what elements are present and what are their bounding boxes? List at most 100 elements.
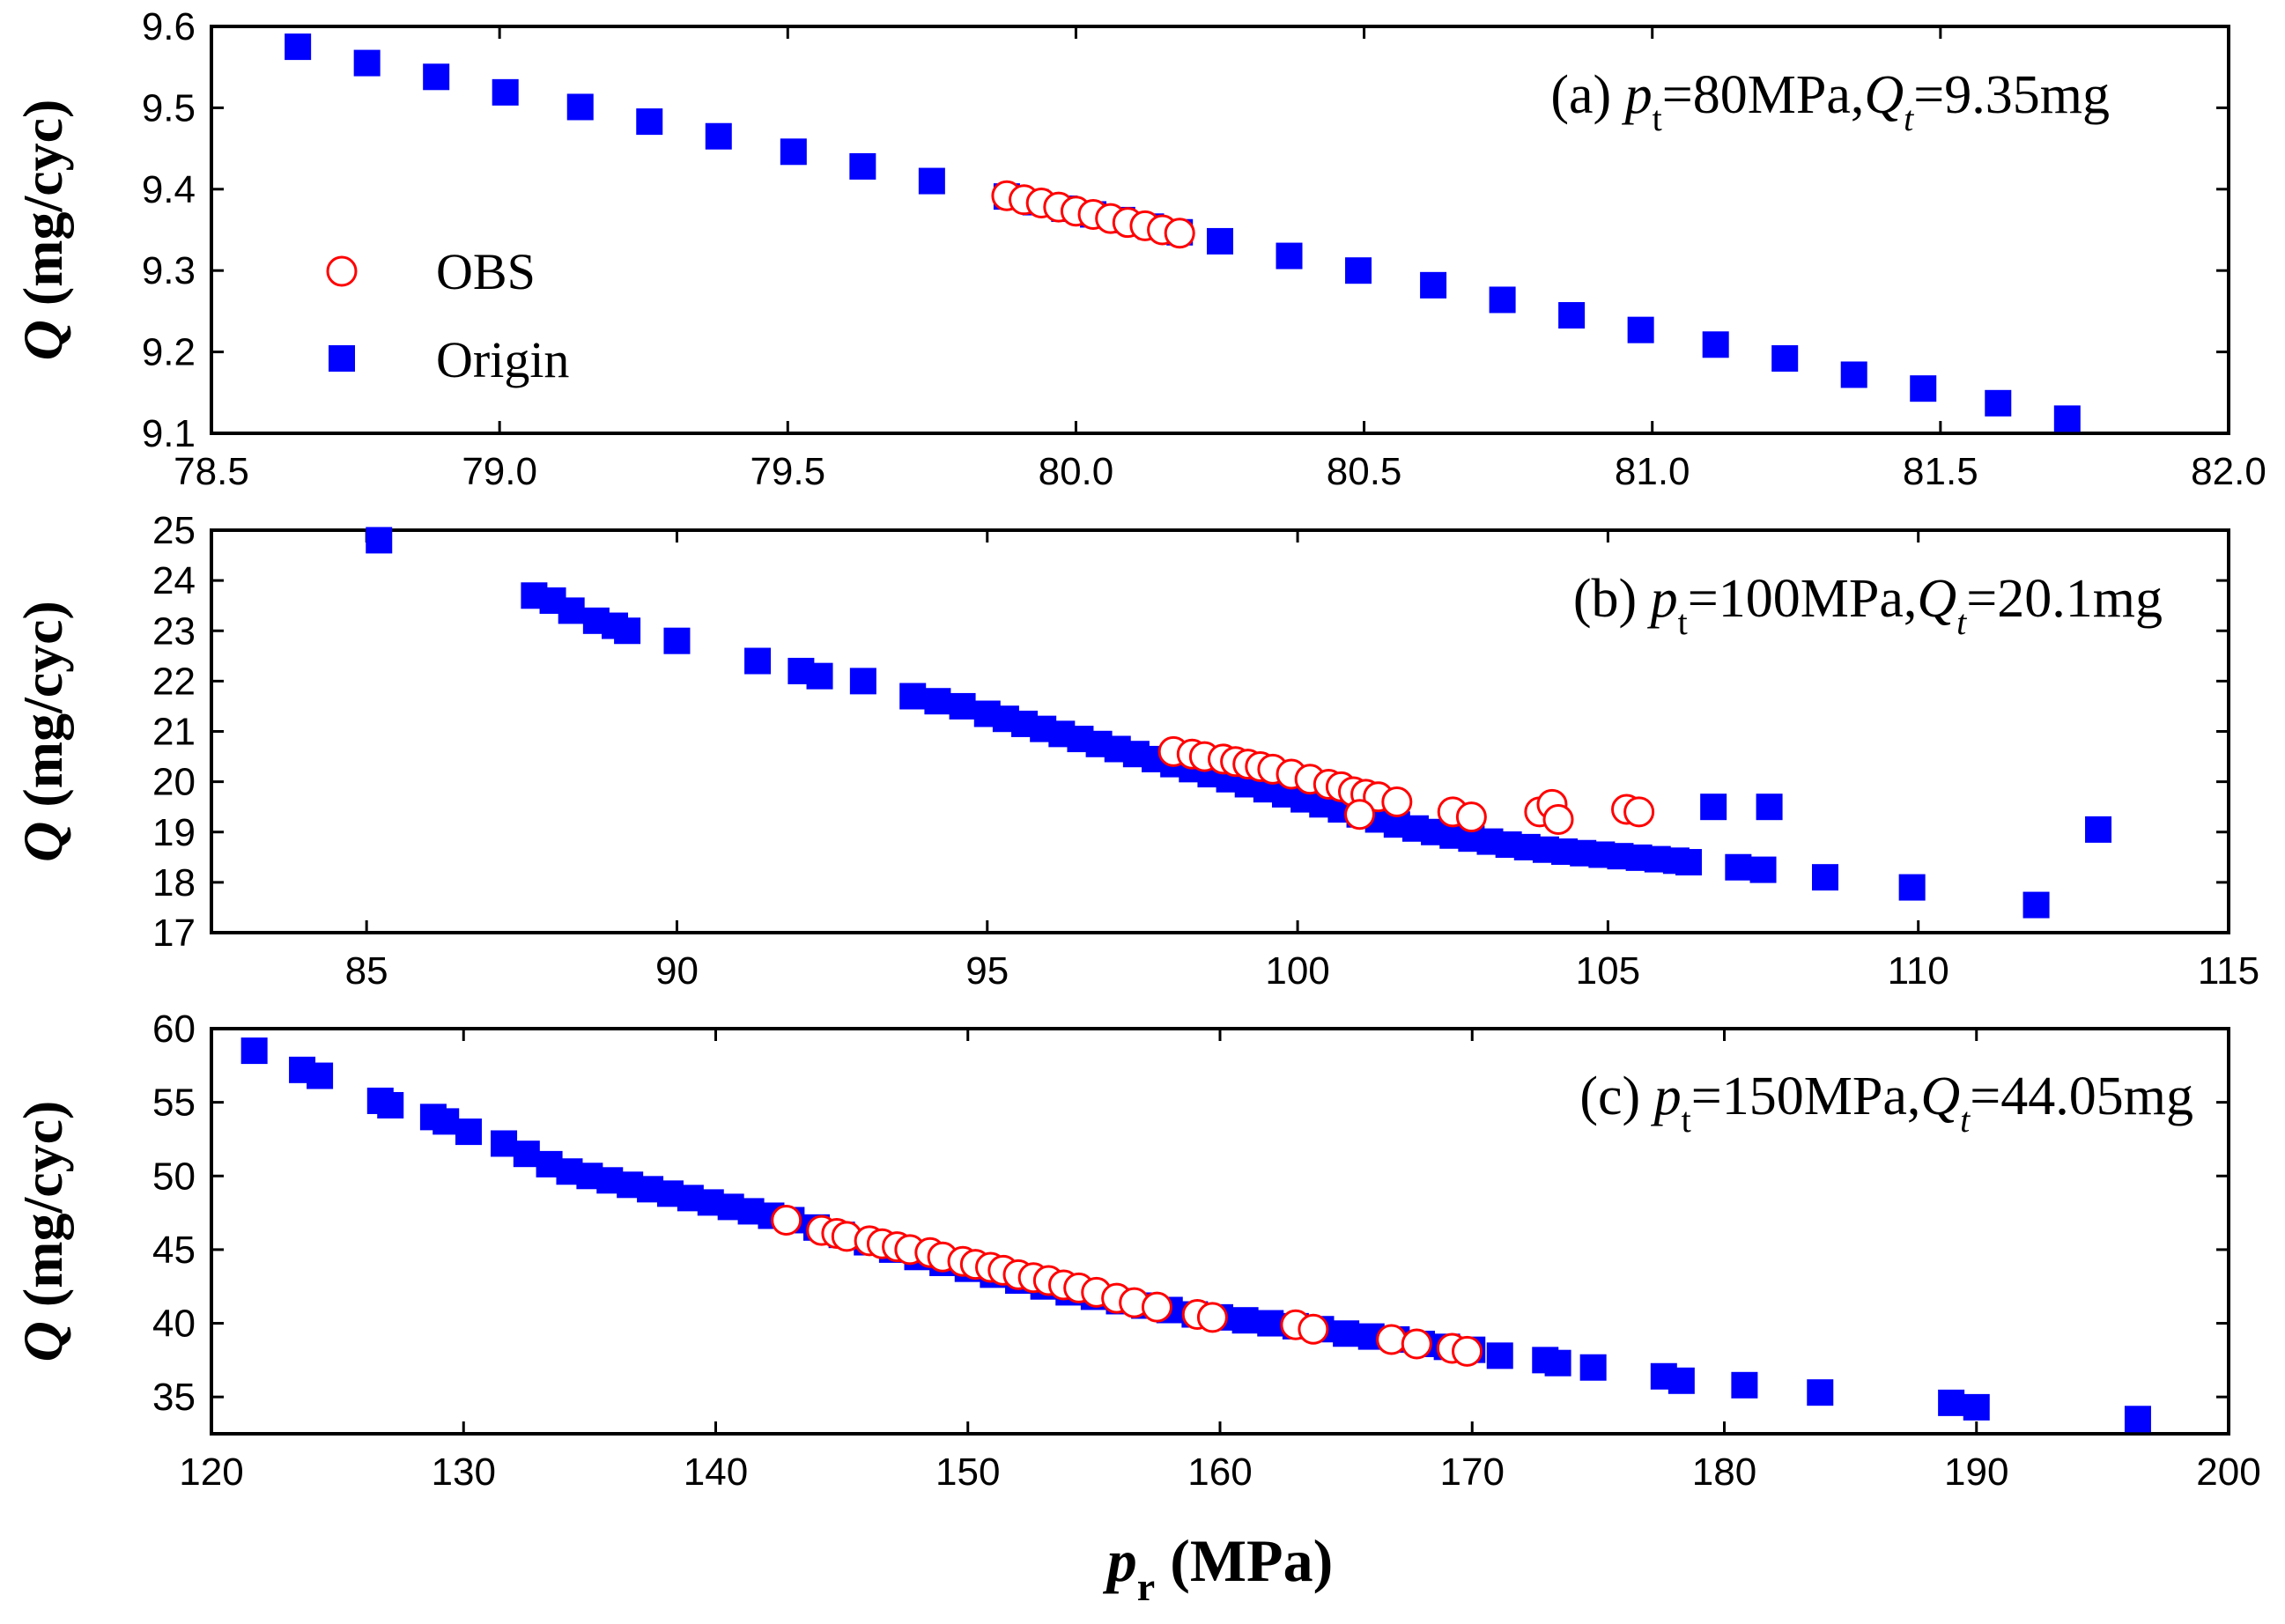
panel-a: 78.5 79.0 79.5 80.0 80.5 81.0 81.5 82.0 9.1 9.2 9.… [11, 5, 2267, 493]
origin-point [1668, 1367, 1695, 1394]
x-axis-label: pr (MPa) [1103, 1527, 1333, 1609]
y-tick-label: 23 [152, 609, 196, 653]
x-tick-label: 170 [1440, 1451, 1505, 1494]
origin-point [849, 152, 876, 180]
y-tick-label: 45 [152, 1229, 196, 1272]
x-tick-label: 79.0 [462, 450, 537, 493]
y-tick-label: 20 [152, 761, 196, 804]
origin-point [614, 617, 641, 645]
obs-point [1623, 796, 1655, 828]
origin-point [491, 1130, 518, 1157]
series-obs [991, 180, 1195, 249]
x-tick-label: 85 [345, 949, 388, 993]
panel-annotation: (c) pt=150MPa,Qt=44.05mg [1579, 1067, 2193, 1140]
origin-point [1257, 1310, 1284, 1337]
origin-point [423, 63, 450, 91]
origin-point [455, 1118, 482, 1146]
x-tick-label: 200 [2196, 1451, 2260, 1494]
origin-point [806, 662, 833, 690]
origin-point [2124, 1406, 2151, 1433]
legend-obs-marker [326, 255, 358, 287]
x-tick-label: 82.0 [2191, 450, 2267, 493]
origin-point [1938, 1389, 1965, 1416]
y-tick-label: 9.2 [142, 331, 196, 374]
y-tick-label: 19 [152, 811, 196, 854]
series-obs [1157, 735, 1655, 835]
origin-point [492, 78, 519, 106]
origin-point [1725, 853, 1752, 881]
origin-point [377, 1091, 404, 1118]
obs-point [1452, 1335, 1483, 1367]
obs-point [1298, 1313, 1329, 1345]
origin-point [1486, 1342, 1513, 1369]
y-tick-label: 18 [152, 861, 196, 904]
origin-point [1558, 302, 1586, 329]
obs-point [1455, 801, 1487, 833]
x-tick-label: 79.5 [750, 450, 825, 493]
panel-b: 85 90 95 100 105 110 115 17 18 19 20 21 22 23 24 25 Q (m… [11, 509, 2259, 993]
panel-c: 120 130 140 150 160 170 180 190 200 35 40 45 50 55 60 Q… [11, 1008, 2261, 1609]
x-tick-label: 80.0 [1039, 450, 1114, 493]
y-tick-label: 9.5 [142, 86, 196, 129]
origin-point [1675, 849, 1702, 876]
origin-point [1345, 257, 1372, 284]
obs-point [1401, 1328, 1432, 1360]
legend-origin-marker [329, 345, 355, 372]
x-tick-label: 81.0 [1615, 450, 1690, 493]
origin-point [240, 1037, 268, 1065]
y-tick-label: 9.3 [142, 249, 196, 292]
series-obs [771, 1204, 1483, 1367]
obs-point [1376, 1324, 1408, 1355]
y-tick-label: 60 [152, 1008, 196, 1051]
origin-point [2022, 891, 2050, 919]
y-tick-label: 25 [152, 509, 196, 552]
origin-point [663, 627, 691, 654]
origin-point [1420, 271, 1447, 299]
x-tick-label: 110 [1888, 949, 1949, 993]
origin-point [899, 683, 927, 710]
x-tick-label: 78.5 [174, 450, 249, 493]
origin-point [1963, 1393, 1990, 1421]
origin-point [1749, 856, 1777, 883]
origin-point [2085, 816, 2112, 843]
origin-point [1702, 331, 1729, 358]
origin-point [1276, 242, 1303, 269]
origin-point [705, 122, 732, 150]
origin-point [285, 33, 312, 61]
obs-point [771, 1204, 802, 1236]
obs-point [1542, 803, 1574, 835]
y-tick-label: 22 [152, 660, 196, 703]
origin-point [1544, 1349, 1571, 1377]
origin-point [1489, 286, 1516, 314]
origin-point [924, 688, 951, 715]
origin-point [1910, 375, 1937, 402]
origin-point [1840, 361, 1867, 388]
origin-point [949, 692, 976, 720]
legend-origin-label: Origin [436, 331, 569, 388]
obs-point [1196, 1302, 1228, 1333]
y-tick-label: 9.6 [142, 5, 196, 48]
obs-point [1381, 786, 1413, 817]
y-axis-label: Q (mg/cyc) [11, 100, 74, 361]
x-tick-label: 90 [655, 949, 699, 993]
origin-point [849, 668, 876, 695]
origin-point [744, 647, 772, 675]
origin-point [433, 1108, 460, 1135]
obs-point [1344, 799, 1376, 830]
y-tick-label: 24 [152, 559, 196, 602]
origin-point [1333, 1320, 1360, 1347]
origin-point [780, 138, 807, 166]
origin-point [1700, 794, 1727, 821]
origin-point [1898, 874, 1926, 901]
y-tick-label: 50 [152, 1155, 196, 1198]
origin-point [1812, 864, 1838, 891]
y-axis-label: Q (mg/cyc) [11, 601, 74, 862]
x-tick-label: 80.5 [1327, 450, 1402, 493]
obs-point [1141, 1291, 1172, 1323]
plot-frame [210, 25, 2230, 435]
origin-point [1756, 794, 1783, 821]
origin-point [1579, 1354, 1607, 1381]
x-tick-label: 120 [179, 1451, 243, 1494]
x-tick-label: 105 [1576, 949, 1640, 993]
